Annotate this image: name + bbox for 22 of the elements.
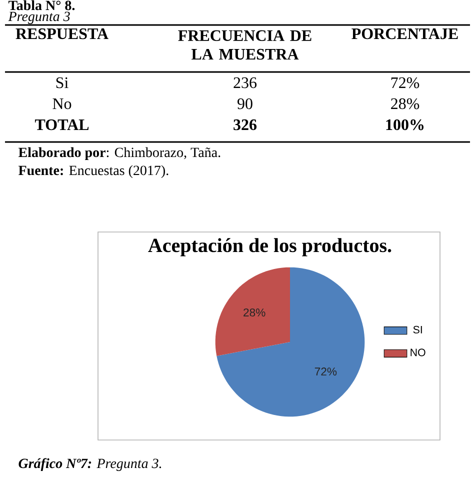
text: 326 [234, 119, 257, 130]
text: 236 [234, 77, 257, 88]
text: Tabla N° 8. [8, 0, 75, 10]
text: Pregunta 3 [8, 12, 70, 24]
text: 90 [238, 98, 252, 110]
text: Elaborado por: Chimborazo, Taña. [18, 147, 220, 160]
text: RESPUESTA [16, 28, 108, 40]
text: TOTAL [34, 119, 89, 130]
text: 100% [386, 119, 424, 130]
legend-label: NO [410, 348, 426, 356]
text: 72% [391, 77, 420, 88]
text: Gráfico Nº7: Pregunta 3. [18, 458, 162, 471]
data-label: 72% [314, 368, 337, 376]
text: 28% [391, 98, 420, 110]
data-label: 28% [244, 308, 266, 316]
text: No [52, 98, 72, 110]
chart-title: Aceptación de los productos. [148, 238, 392, 256]
text: PORCENTAJE [352, 28, 458, 40]
text: Fuente: Encuestas (2017). [18, 165, 168, 178]
text: Si [56, 77, 68, 88]
legend-label: SI [413, 326, 422, 334]
text: FRECUENCIA DE LA MUESTRA [178, 30, 312, 60]
